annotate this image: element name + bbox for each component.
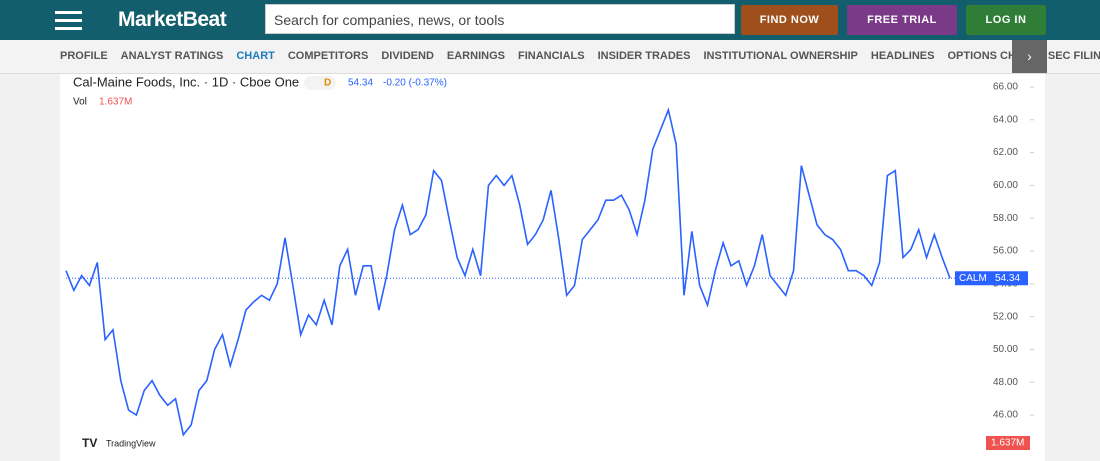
y-tick-label: 62.00	[993, 147, 1018, 158]
free-trial-button[interactable]: FREE TRIAL	[847, 5, 957, 35]
branding-logo: TV	[82, 436, 97, 450]
volume-tag	[986, 436, 1030, 450]
y-tick-label: 56.00	[993, 246, 1018, 257]
y-tick-label: 60.00	[993, 180, 1018, 191]
login-button[interactable]: LOG IN	[966, 5, 1046, 35]
scroll-arrow[interactable]: ›	[1012, 40, 1047, 73]
y-tick-label: 52.00	[993, 311, 1018, 322]
tab[interactable]: FINANCIALS	[517, 50, 585, 62]
price-tag: 54.34	[995, 273, 1020, 284]
y-tick-label: 50.00	[993, 344, 1018, 355]
volume-label: Vol	[73, 97, 87, 108]
y-tick-label: 64.00	[993, 114, 1018, 125]
tab[interactable]: INSTITUTIONAL OWNERSHIP	[703, 50, 858, 62]
series-name-tag: CALM	[959, 273, 987, 284]
interval-badge: D	[324, 78, 331, 89]
y-tick-label: 66.00	[993, 82, 1018, 93]
y-tick-label: 48.00	[993, 377, 1018, 388]
find-now-button[interactable]: FIND NOW	[741, 5, 838, 35]
price-tag-bg	[955, 271, 1028, 286]
y-tick-label: 46.00	[993, 410, 1018, 421]
badge-bg	[304, 76, 336, 90]
tab[interactable]: SEC FILINGS	[1047, 50, 1100, 62]
tab[interactable]: HEADLINES	[870, 50, 935, 62]
search-box[interactable]: Search for companies, news, or tools	[265, 4, 735, 34]
logo[interactable]: MarketBeat	[118, 8, 227, 31]
price-line	[65, 107, 951, 437]
branding-bg	[77, 434, 161, 454]
tab[interactable]: COMPETITORS	[287, 50, 369, 62]
tab-bar: PROFILE ANALYST RATINGS CHART COMPETITORS DI…	[0, 40, 1100, 74]
tab[interactable]: EARNINGS	[446, 50, 505, 62]
last-price: 54.34	[348, 78, 373, 89]
chart-panel	[60, 74, 1045, 461]
top-bar: MarketBeat Search for companies, news, o…	[0, 0, 1100, 40]
y-tick-label: 58.00	[993, 213, 1018, 224]
tab[interactable]: INSIDER TRADES	[597, 50, 691, 62]
volume-tag-text: 1.637M	[991, 438, 1024, 449]
tab[interactable]: DIVIDEND	[381, 50, 434, 62]
tab[interactable]: CHART	[236, 50, 275, 62]
branding: TradingView	[106, 438, 156, 448]
tab[interactable]: ANALYST RATINGS	[120, 50, 224, 62]
chart-title: Cal-Maine Foods, Inc. · 1D · Cboe One	[73, 74, 299, 89]
volume-value: 1.637M	[99, 97, 132, 108]
menu-button[interactable]	[55, 11, 82, 35]
price-change: -0.20 (-0.37%)	[383, 78, 447, 89]
tab[interactable]: PROFILE	[60, 50, 108, 62]
search-placeholder: Search for companies, news, or tools	[274, 12, 505, 28]
